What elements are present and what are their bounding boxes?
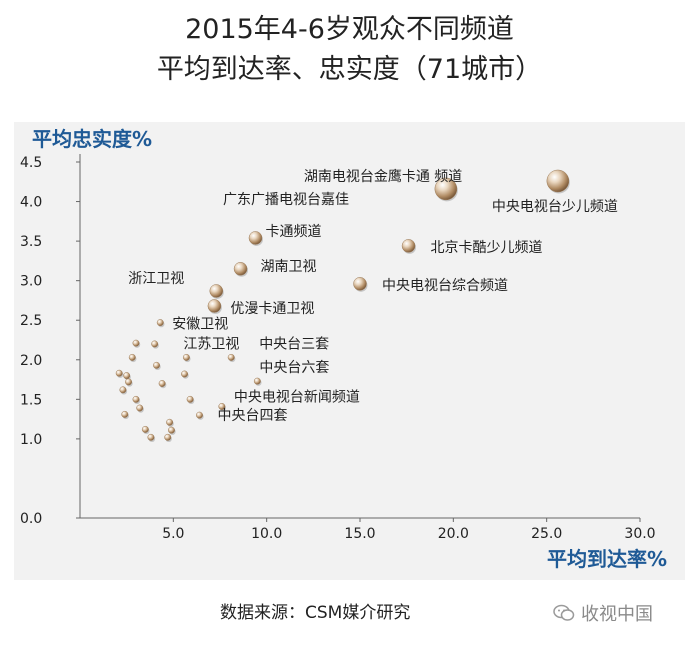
- data-point: [227, 353, 235, 361]
- chart-title: 2015年4-6岁观众不同频道 平均到达率、忠实度（71城市）: [0, 10, 699, 90]
- y-tick-label: 3.0: [20, 274, 42, 290]
- data-point: [248, 231, 263, 245]
- point-label: 中央电视台综合频道: [382, 278, 508, 294]
- data-point: [233, 262, 248, 276]
- watermark: 收视中国: [553, 600, 653, 626]
- point-label: 北京卡酷少儿频道: [431, 240, 543, 256]
- y-tick-label: 1.5: [20, 392, 42, 408]
- data-point: [181, 370, 188, 378]
- point-label: 中央台四套: [217, 408, 287, 424]
- data-point: [156, 319, 164, 327]
- point-label: 优漫卡通卫视: [230, 301, 314, 317]
- x-tick-label: 20.0: [438, 526, 469, 542]
- y-tick-label: 0.0: [20, 511, 42, 527]
- data-point: [166, 418, 174, 426]
- data-point: [132, 395, 140, 403]
- data-point: [121, 410, 129, 418]
- point-label: 江苏卫视: [183, 336, 239, 352]
- scatter-chart: 平均忠实度% 平均到达率% 0.0 1.0 1.5 2.0 2.5 3.0 3.5 4.0 4.…: [20, 127, 667, 571]
- wechat-icon: [553, 604, 575, 621]
- point-label: 卡通频道: [265, 224, 321, 240]
- y-tick-label: 4.5: [20, 155, 42, 171]
- data-point: [401, 239, 416, 253]
- x-tick-label: 15.0: [344, 526, 375, 542]
- data-point: [141, 425, 149, 433]
- point-label: 安徽卫视: [172, 317, 228, 333]
- title-line-1: 2015年4-6岁观众不同频道: [185, 14, 514, 45]
- data-point: [153, 361, 160, 369]
- x-tick-label: 25.0: [531, 526, 562, 542]
- data-point: [434, 177, 458, 201]
- data-point: [207, 299, 222, 313]
- x-tick-label: 5.0: [162, 526, 184, 542]
- point-label: 中央电视台少儿频道: [492, 199, 618, 215]
- data-point: [119, 386, 127, 394]
- data-point: [186, 395, 194, 403]
- y-tick-label: 4.0: [20, 195, 42, 211]
- x-axis-label: 平均到达率%: [547, 547, 667, 571]
- data-point: [125, 378, 132, 386]
- data-points: [115, 169, 570, 443]
- data-point: [136, 404, 144, 412]
- watermark-text: 收视中国: [581, 604, 653, 625]
- data-point: [196, 411, 203, 419]
- data-point: [546, 169, 570, 193]
- x-tick-label: 30.0: [624, 526, 655, 542]
- data-point: [353, 277, 367, 291]
- y-tick-label: 1.0: [20, 432, 42, 448]
- data-point: [147, 433, 155, 441]
- data-point: [128, 353, 136, 361]
- y-tick-label: 3.5: [20, 234, 42, 250]
- data-point: [123, 372, 131, 380]
- data-point: [132, 339, 140, 347]
- point-label: 浙江卫视: [128, 271, 184, 287]
- data-point: [151, 340, 159, 348]
- data-point: [182, 353, 190, 361]
- chart-panel: 平均忠实度% 平均到达率% 0.0 1.0 1.5 2.0 2.5 3.0 3.5 4.0 4.…: [14, 122, 685, 580]
- point-label: 中央台三套: [259, 336, 329, 352]
- point-label: 湖南卫视: [261, 259, 317, 275]
- y-axis-label: 平均忠实度%: [32, 127, 152, 151]
- y-tick-label: 2.5: [20, 313, 42, 329]
- x-tick-label: 10.0: [251, 526, 282, 542]
- point-label: 湖南电视台金鹰卡通 频道: [304, 169, 462, 185]
- data-point: [164, 433, 172, 441]
- data-point: [209, 284, 224, 298]
- data-point: [218, 403, 226, 410]
- data-source: 数据来源：CSM媒介研究: [220, 603, 411, 623]
- point-label: 中央台六套: [259, 360, 329, 376]
- point-label: 中央电视台新闻频道: [234, 389, 360, 405]
- data-point: [158, 380, 166, 387]
- data-point: [115, 369, 123, 377]
- point-label: 广东广播电视台嘉佳: [223, 192, 349, 208]
- axes: 0.0 1.0 1.5 2.0 2.5 3.0 3.5 4.0 4.5 5.0 10.0 15.0 20…: [20, 154, 656, 542]
- y-tick-label: 2.0: [20, 353, 42, 369]
- data-point: [168, 426, 175, 434]
- data-point: [253, 377, 261, 385]
- title-line-2: 平均到达率、忠实度（71城市）: [156, 54, 543, 85]
